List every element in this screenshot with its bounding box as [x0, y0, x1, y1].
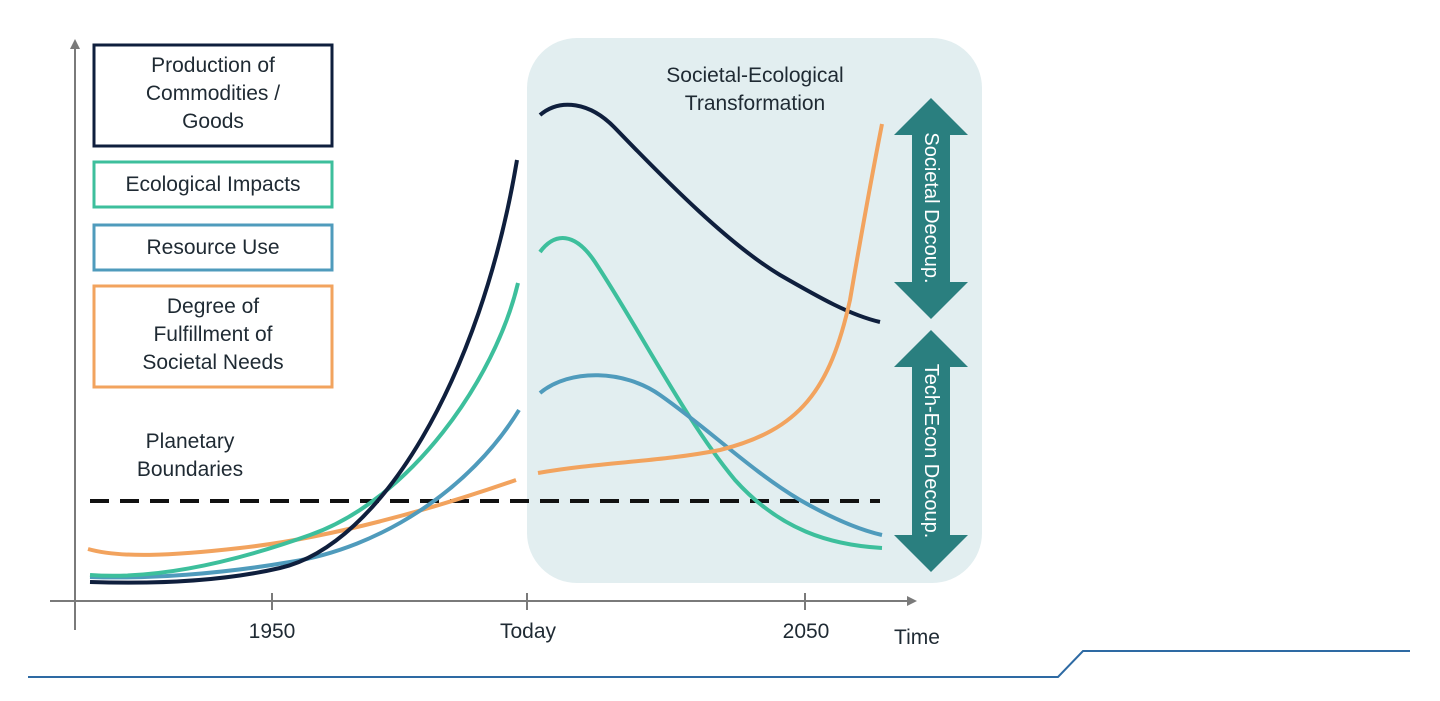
planetary-boundaries-label: Planetary Boundaries	[137, 430, 243, 481]
ecological-curve-transformation	[538, 236, 883, 550]
transformation-panel	[527, 38, 982, 583]
x-axis-label: Time	[894, 626, 940, 649]
legend-label-needs: Degree of Fulfillment of Societal Needs	[142, 295, 283, 374]
legend-box-ecological	[92, 160, 334, 209]
societal-decoupling-arrow	[894, 98, 968, 319]
footer-rule	[28, 650, 1410, 678]
needs-curve-historical	[87, 478, 517, 557]
tech-econ-decoupling-label: Tech-Econ Decoup.	[920, 364, 942, 539]
needs-curve-transformation	[537, 123, 884, 475]
tick-label-1950: 1950	[249, 620, 296, 643]
legend-box-production	[92, 43, 334, 148]
tick-label-today: Today	[500, 620, 557, 643]
societal-decoupling-label: Societal Decoup.	[920, 132, 942, 283]
legend-label-production: Production of Commodities / Goods	[146, 54, 280, 133]
tick-label-2050: 2050	[783, 620, 830, 643]
legend-label-resource: Resource Use	[146, 236, 279, 259]
tech-econ-decoupling-arrow	[894, 330, 968, 572]
production-curve-transformation	[538, 102, 881, 324]
legend-label-ecological: Ecological Impacts	[125, 173, 300, 196]
transformation-title: Societal-Ecological Transformation	[666, 64, 843, 115]
legend-box-resource	[92, 223, 334, 272]
production-curve-historical	[89, 159, 519, 585]
ecological-curve-historical	[89, 282, 520, 578]
legend-box-needs	[92, 284, 334, 389]
resource-curve-transformation	[538, 373, 883, 537]
